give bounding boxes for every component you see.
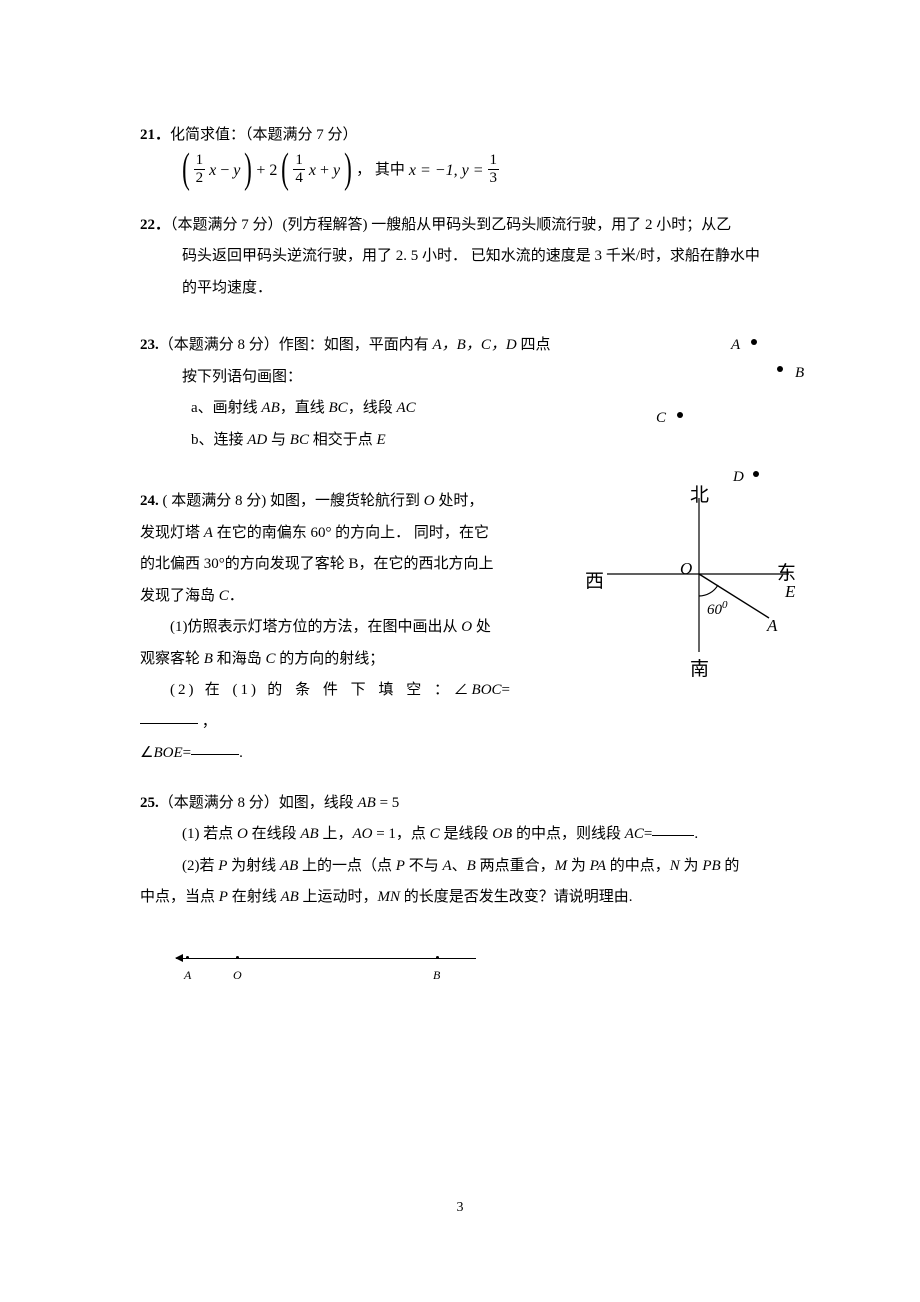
q21-number: 21． [140, 127, 170, 143]
angle-deg: 0 [722, 599, 728, 611]
angle-boe: BOE [153, 745, 182, 761]
blank-boc [140, 708, 198, 723]
frac-num: 1 [488, 152, 500, 169]
rparen-icon: ) [244, 148, 252, 190]
dot-D-icon [753, 471, 759, 477]
period: . [694, 826, 698, 842]
frac-1-4: 1 4 [293, 152, 305, 187]
cond-y-prefix: y = [462, 154, 484, 188]
arrow-left-icon [175, 954, 183, 962]
label-A: A [184, 963, 191, 988]
q23-line1-tail: 四点 [517, 337, 551, 353]
q23-number: 23. [140, 337, 159, 353]
var-y: y [233, 162, 240, 179]
label-A: A [767, 608, 777, 644]
rparen-icon: ) [344, 148, 352, 190]
problem-21: 21．化简求值：（本题满分 7 分） ( 1 2 x − y ) + 2 ( 1… [140, 120, 790, 192]
dir-south: 南 [690, 650, 709, 690]
q21-heading: 21．化简求值：（本题满分 7 分） [140, 120, 790, 152]
q24-l3: 的北偏西 30°的方向发现了客轮 B，在它的西北方向上 [140, 549, 510, 581]
q24-number: 24. [140, 493, 159, 509]
angle-num: 60 [707, 602, 722, 618]
dir-west: 西 [585, 562, 604, 602]
frac-1-2: 1 2 [194, 152, 206, 187]
q25-numberline-wrap: A O B [140, 950, 790, 980]
label-A: A [731, 330, 740, 362]
dot-C-icon [677, 412, 683, 418]
plus-two: + 2 [256, 154, 277, 188]
dir-north: 北 [690, 476, 709, 516]
q24-l7a: (2) 在 (1) 的 条 件 下 填 空 ：∠ [170, 682, 472, 698]
period: . [239, 745, 243, 761]
frac-den: 3 [488, 170, 500, 187]
q22-line1: （本题满分 7 分）(列方程解答) 一艘船从甲码头到乙码头顺流行驶，用了 2 小… [170, 217, 731, 233]
q25-numberline: A O B [176, 950, 476, 980]
lparen-icon: ( [282, 148, 290, 190]
q23-line1: （本题满分 8 分）作图：如图，平面内有 [159, 337, 433, 353]
q24-l4: 发现了海岛 C． [140, 581, 510, 613]
frac-num: 1 [293, 152, 305, 169]
q25-l1: （本题满分 8 分）如图，线段 AB = 5 [159, 795, 400, 811]
problem-24: 24. ( 本题满分 8 分) 如图，一艘货轮航行到 O 处时， 发现灯塔 A … [140, 486, 790, 770]
blank-boe [191, 740, 239, 755]
frac-num: 1 [194, 152, 206, 169]
op: − [216, 162, 233, 179]
label-B: B [795, 358, 804, 390]
eq: = [183, 745, 191, 761]
q22-line3: 的平均速度． [140, 273, 790, 305]
page-number: 3 [0, 1193, 920, 1222]
q24-l6: 观察客轮 B 和海岛 C 的方向的射线； [140, 644, 510, 676]
q24-l5: (1)仿照表示灯塔方位的方法，在图中画出从 O 处 [140, 612, 510, 644]
problem-23: 23.（本题满分 8 分）作图：如图，平面内有 A，B，C，D 四点 按下列语句… [140, 330, 790, 456]
label-B: B [433, 963, 440, 988]
problem-25: 25.（本题满分 8 分）如图，线段 AB = 5 (1) 若点 O 在线段 A… [140, 788, 790, 980]
op: + [316, 162, 333, 179]
q25-number: 25. [140, 795, 159, 811]
frac-1-3: 1 3 [488, 152, 500, 187]
frac-den: 4 [293, 170, 305, 187]
q24-l8: ∠BOE=. [140, 738, 510, 770]
lparen-icon: ( [182, 148, 190, 190]
dot-B-icon [777, 366, 783, 372]
angle-boc: BOC [472, 682, 502, 698]
frac-den: 2 [194, 170, 206, 187]
q23-item-a: a、画射线 AB，直线 BC，线段 AC [191, 400, 416, 416]
q21-title: 化简求值：（本题满分 7 分） [170, 127, 358, 143]
q24-l2: 发现灯塔 A 在它的南偏东 60° 的方向上． 同时，在它 [140, 518, 510, 550]
dot-A-icon [751, 339, 757, 345]
q23-diagram: A B C D [603, 330, 808, 495]
axis-line-icon [176, 958, 476, 959]
q24-diagram: 北 南 西 东 O E A 600 [567, 480, 812, 680]
q24-l7: (2) 在 (1) 的 条 件 下 填 空 ：∠BOC= ， [140, 675, 510, 738]
var-y: y [333, 162, 340, 179]
label-O: O [680, 551, 692, 587]
var-x: x [309, 162, 316, 179]
q22-number: 22． [140, 217, 170, 233]
q21-formula: ( 1 2 x − y ) + 2 ( 1 4 x + y ) ， 其中 x =… [140, 150, 790, 192]
tick-B-icon [436, 956, 439, 959]
label-O: O [233, 963, 242, 988]
q22-line2: 码头返回甲码头逆流行驶，用了 2. 5 小时． 已知水流的速度是 3 千米/时，… [140, 241, 790, 273]
exam-page: 21．化简求值：（本题满分 7 分） ( 1 2 x − y ) + 2 ( 1… [0, 0, 920, 1302]
q24-l1: ( 本题满分 8 分) 如图，一艘货轮航行到 O 处时， [159, 493, 484, 509]
eq: = [502, 682, 510, 698]
tick-A-icon [186, 956, 189, 959]
q25-l3: (2)若 P 为射线 AB 上的一点（点 P 不与 A、B 两点重合，M 为 P… [140, 851, 790, 883]
comma: ， [198, 714, 217, 730]
q25-l2: (1) 若点 O 在线段 AB 上，AO = 1，点 C 是线段 OB 的中点，… [140, 819, 790, 851]
q25-l4: 中点，当点 P 在射线 AB 上运动时，MN 的长度是否发生改变？请说明理由. [140, 882, 790, 914]
cond-x: x = −1, [409, 154, 458, 188]
where-text: ， 其中 [356, 155, 405, 187]
q23-points: A，B，C，D [433, 337, 517, 353]
label-E: E [785, 574, 795, 610]
problem-22: 22．（本题满分 7 分）(列方程解答) 一艘船从甲码头到乙码头顺流行驶，用了 … [140, 210, 790, 305]
q24-text: 24. ( 本题满分 8 分) 如图，一艘货轮航行到 O 处时， 发现灯塔 A … [140, 486, 510, 770]
label-C: C [656, 403, 666, 435]
tick-O-icon [236, 956, 239, 959]
angle-60: 600 [707, 594, 728, 627]
angle-sym: ∠ [140, 745, 153, 761]
q23-item-b: b、连接 AD 与 BC 相交于点 E [191, 432, 386, 448]
blank-ac [652, 821, 694, 836]
